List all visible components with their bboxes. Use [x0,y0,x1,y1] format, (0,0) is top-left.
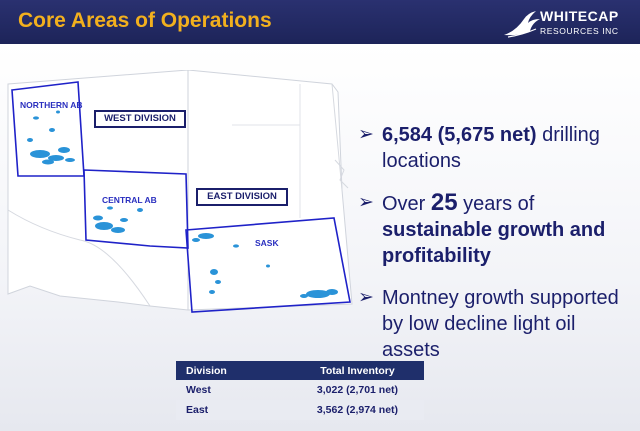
bullet-growth-years: ➢ Over 25 years of sustainable growth an… [358,190,638,269]
growth-prefix: Over [382,193,431,215]
growth-emphasis: sustainable growth and profitability [382,219,606,267]
division-cell: East [186,404,209,416]
inventory-table: Division Total Inventory West 3,022 (2,7… [176,361,424,420]
column-header-division: Division [186,364,227,377]
arrow-bullet-icon: ➢ [358,286,374,308]
operations-map: NORTHERN AB CENTRAL AB SASK WEST DIVISIO… [0,69,360,330]
table-row: West 3,022 (2,701 net) [176,380,424,400]
montney-text: Montney growth supported by low decline … [382,287,619,361]
bullet-drilling-locations: ➢ 6,584 (5,675 net) drilling locations [358,122,638,174]
table-header: Division Total Inventory [176,361,424,380]
logo-wordmark: WHITECAP [540,8,619,24]
table-row: East 3,562 (2,974 net) [176,400,424,420]
bullet-montney-growth: ➢ Montney growth supported by low declin… [358,285,638,363]
asset-clusters [27,110,338,298]
drilling-locations-count: 6,584 (5,675 net) [382,124,537,146]
inventory-cell: 3,022 (2,701 net) [316,384,399,396]
logo-subtitle: RESOURCES INC [540,26,619,36]
east-division-box: EAST DIVISION [196,188,288,206]
region-label-northern-ab: NORTHERN AB [20,100,83,110]
division-cell: West [186,384,211,396]
page-title: Core Areas of Operations [18,9,272,32]
region-label-sask: SASK [255,238,279,248]
west-division-box: WEST DIVISION [94,110,186,128]
province-map [7,69,353,313]
growth-mid: years of [457,193,535,215]
company-logo: WHITECAP RESOURCES INC [500,4,640,42]
header-bar: Core Areas of Operations WHITECAP RESOUR… [0,0,640,44]
region-label-central-ab: CENTRAL AB [102,195,157,205]
bullet-list: ➢ 6,584 (5,675 net) drilling locations ➢… [358,122,638,379]
arrow-bullet-icon: ➢ [358,191,374,213]
arrow-bullet-icon: ➢ [358,123,374,145]
years-count: 25 [430,189,458,216]
inventory-cell: 3,562 (2,974 net) [316,404,399,416]
drilling-locations-text: drilling locations [382,124,600,172]
wave-logo-icon [504,11,540,38]
column-header-total-inventory: Total Inventory [320,364,395,377]
